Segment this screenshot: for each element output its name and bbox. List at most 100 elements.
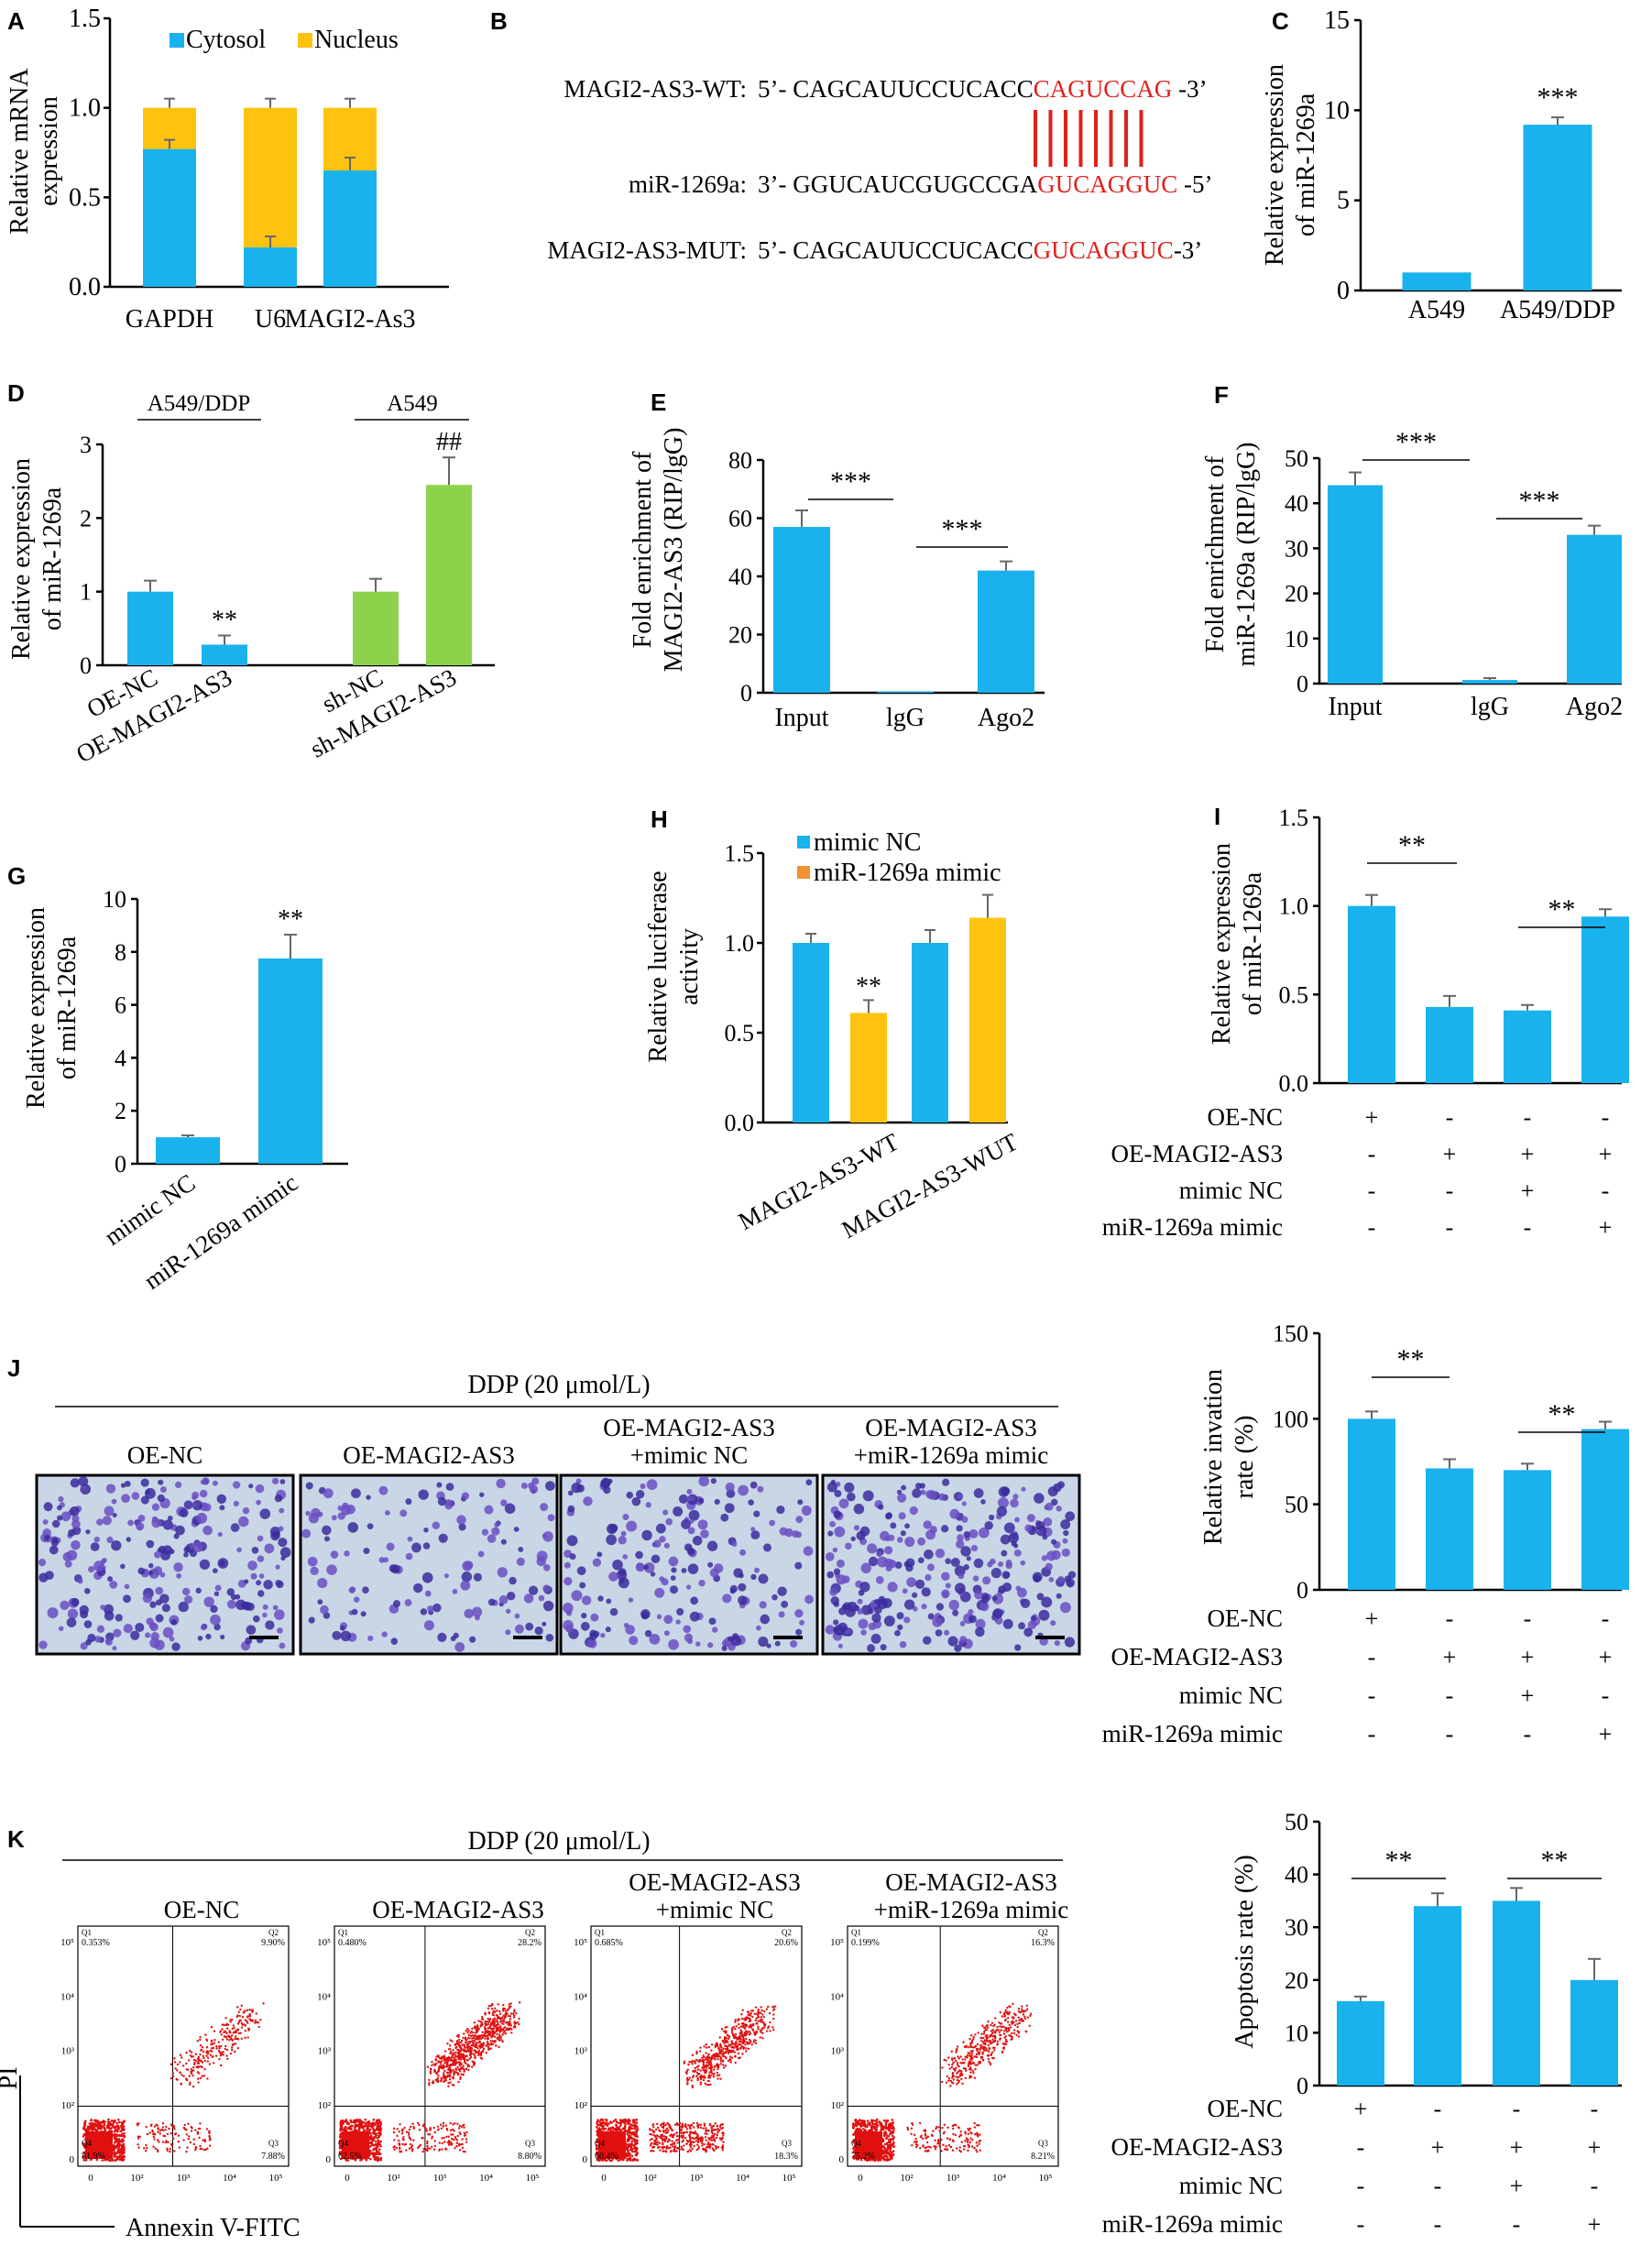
event-dot: [656, 2143, 659, 2146]
event-dot: [449, 2129, 453, 2132]
event-dot: [224, 2044, 227, 2048]
event-dot: [512, 2014, 516, 2017]
event-dot: [229, 2020, 232, 2023]
event-dot: [95, 2123, 98, 2127]
stained-cell: [1065, 1511, 1076, 1522]
event-dot: [451, 2053, 454, 2055]
event-dot: [172, 2124, 175, 2128]
event-dot: [754, 2031, 757, 2034]
stained-cell: [897, 1493, 907, 1503]
event-dot: [443, 2065, 446, 2068]
event-dot: [711, 2142, 714, 2146]
stained-cell: [38, 1559, 47, 1567]
y-tick-label: 0.0: [725, 1110, 755, 1136]
event-dot: [184, 2128, 187, 2131]
event-dot: [182, 2075, 185, 2077]
bar: [1402, 272, 1471, 290]
stained-cell: [411, 1542, 421, 1553]
event-dot: [421, 2150, 424, 2153]
flow-x-tick: 10³: [946, 2173, 960, 2184]
event-dot: [91, 2124, 93, 2128]
stained-cell: [868, 1608, 874, 1615]
flow-x-tick: 10⁵: [1039, 2173, 1053, 2184]
event-dot: [717, 2058, 719, 2061]
event-dot: [226, 2027, 229, 2030]
event-dot: [464, 2151, 466, 2153]
event-dot: [345, 2122, 349, 2125]
event-dot: [156, 2149, 159, 2152]
event-dot: [441, 2141, 443, 2145]
event-dot: [144, 2150, 148, 2152]
stained-cell: [279, 1507, 285, 1514]
event-dot: [240, 2004, 243, 2008]
flow-x-tick: 0: [88, 2173, 93, 2184]
event-dot: [257, 2025, 261, 2029]
event-dot: [489, 2024, 492, 2028]
event-dot: [712, 2075, 716, 2078]
stained-cell: [1045, 1502, 1054, 1511]
event-dot: [490, 2003, 494, 2006]
event-dot: [480, 2045, 484, 2049]
stained-cell: [217, 1531, 223, 1538]
stained-cell: [491, 1527, 500, 1536]
stained-cell: [859, 1582, 870, 1593]
stained-cell: [70, 1478, 80, 1488]
flow-y-tick: 10³: [318, 2046, 332, 2057]
event-dot: [444, 2124, 448, 2127]
y-axis-title: Relative mRNA: [5, 68, 34, 235]
event-dot: [460, 2073, 463, 2075]
stained-cell: [956, 1525, 963, 1532]
event-dot: [100, 2127, 103, 2130]
event-dot: [719, 2042, 722, 2046]
event-dot: [696, 2076, 699, 2080]
event-dot: [90, 2122, 93, 2126]
stained-cell: [836, 1559, 845, 1568]
stained-cell: [860, 1629, 867, 1636]
quadrant-value: 7.88%: [261, 2152, 285, 2162]
condition-sign: +: [1599, 1214, 1613, 1241]
y-tick-label: 30: [1285, 535, 1308, 562]
event-dot: [224, 2023, 227, 2027]
stained-cell: [885, 1513, 892, 1520]
stained-cell: [850, 1536, 856, 1541]
stained-cell: [766, 1643, 771, 1648]
stained-cell: [952, 1609, 959, 1616]
event-dot: [454, 2055, 457, 2058]
stained-cell: [305, 1482, 313, 1490]
event-dot: [702, 2078, 706, 2082]
stained-cell: [749, 1481, 758, 1489]
event-dot: [369, 2134, 373, 2138]
image-label: +mimic NC: [630, 1441, 748, 1469]
stained-cell: [608, 1572, 618, 1582]
stained-cell: [111, 1498, 117, 1505]
stained-cell: [210, 1604, 218, 1614]
stained-cell: [725, 1482, 735, 1492]
stained-cell: [270, 1531, 280, 1541]
event-dot: [673, 2133, 676, 2136]
stained-cell: [987, 1561, 993, 1568]
stained-cell: [60, 1600, 70, 1611]
event-dot: [180, 2082, 182, 2086]
stained-cell: [1034, 1493, 1045, 1504]
stained-cell: [597, 1595, 604, 1602]
event-dot: [107, 2120, 111, 2124]
event-dot: [190, 2126, 192, 2129]
stained-cell: [500, 1499, 508, 1506]
event-dot: [462, 2036, 465, 2040]
event-dot: [213, 2042, 216, 2044]
event-dot: [94, 2119, 98, 2123]
stained-cell: [62, 1551, 72, 1562]
flow-y-tick: 10²: [831, 2100, 845, 2111]
stained-cell: [565, 1610, 573, 1616]
event-dot: [398, 2142, 400, 2145]
event-dot: [145, 2143, 148, 2147]
stained-cell: [941, 1592, 949, 1599]
stained-cell: [904, 1523, 911, 1529]
stained-cell: [279, 1642, 286, 1649]
event-dot: [439, 2063, 443, 2065]
event-dot: [197, 2062, 201, 2064]
event-dot: [730, 2051, 734, 2053]
event-dot: [449, 2063, 453, 2066]
stained-cell: [651, 1554, 661, 1564]
stained-cell: [112, 1646, 117, 1651]
